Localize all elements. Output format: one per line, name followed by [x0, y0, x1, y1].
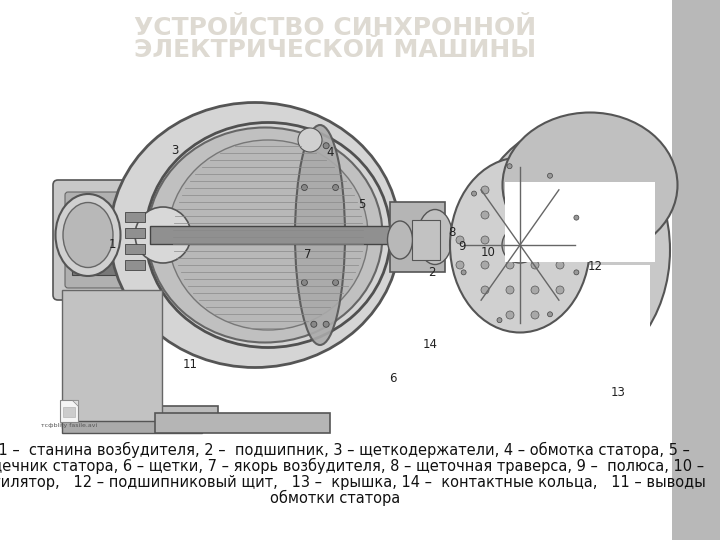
Circle shape [531, 261, 539, 269]
Circle shape [481, 186, 489, 194]
Bar [62, 421, 202, 433]
Circle shape [135, 207, 191, 263]
Circle shape [497, 318, 502, 323]
Circle shape [302, 280, 307, 286]
Text: обмотки статора: обмотки статора [270, 490, 400, 506]
Text: 2: 2 [428, 266, 436, 279]
Text: 6: 6 [390, 372, 397, 384]
Text: 4: 4 [326, 146, 334, 159]
Ellipse shape [55, 194, 120, 276]
Circle shape [506, 186, 514, 194]
Circle shape [298, 128, 322, 152]
Ellipse shape [418, 210, 452, 265]
Bar [63, 407, 75, 417]
Bar [155, 413, 330, 433]
Text: 13: 13 [611, 386, 626, 399]
Circle shape [323, 321, 329, 327]
Circle shape [556, 286, 564, 294]
Circle shape [556, 211, 564, 219]
Circle shape [556, 261, 564, 269]
Polygon shape [72, 400, 78, 406]
Bar [125, 228, 145, 238]
Circle shape [574, 215, 579, 220]
Circle shape [302, 185, 307, 191]
Circle shape [481, 261, 489, 269]
Text: ЭЛЕКТРИЧЕСКОЙ МАШИНЫ: ЭЛЕКТРИЧЕСКОЙ МАШИНЫ [134, 38, 536, 62]
Circle shape [311, 143, 317, 148]
Text: 1: 1 [108, 239, 116, 252]
Circle shape [531, 186, 539, 194]
Circle shape [333, 280, 338, 286]
Circle shape [531, 286, 539, 294]
Ellipse shape [63, 202, 113, 267]
Bar [55, 95, 665, 440]
Text: 12: 12 [588, 260, 603, 273]
Circle shape [507, 164, 512, 168]
Text: 5: 5 [359, 199, 366, 212]
Ellipse shape [450, 158, 590, 333]
Ellipse shape [148, 127, 382, 342]
Bar [470, 265, 650, 385]
Text: УСТРОЙСТВО СИНХРОННОЙ: УСТРОЙСТВО СИНХРОННОЙ [134, 16, 536, 40]
FancyBboxPatch shape [65, 192, 153, 288]
Circle shape [333, 185, 338, 191]
Text: 9: 9 [458, 240, 466, 253]
Circle shape [506, 236, 514, 244]
Bar [62, 290, 162, 428]
Bar [480, 229, 570, 242]
Bar [412, 220, 440, 260]
Circle shape [506, 286, 514, 294]
Ellipse shape [387, 221, 413, 259]
Bar [672, 0, 720, 540]
Circle shape [547, 173, 552, 178]
Circle shape [506, 311, 514, 319]
Circle shape [481, 211, 489, 219]
Bar [390, 202, 445, 272]
Ellipse shape [503, 112, 678, 258]
Text: 10: 10 [480, 246, 495, 260]
Ellipse shape [168, 140, 368, 330]
Bar [150, 226, 480, 244]
Text: тсфblity fasile.avi: тсфblity fasile.avi [41, 423, 97, 429]
Circle shape [556, 236, 564, 244]
Circle shape [456, 261, 464, 269]
Circle shape [502, 227, 538, 263]
Text: вентилятор,   12 – подшипниковый щит,   13 –  крышка, 14 –  контактные кольца,  : вентилятор, 12 – подшипниковый щит, 13 –… [0, 475, 706, 489]
Bar [125, 212, 145, 222]
Bar [60, 400, 78, 422]
Ellipse shape [470, 125, 670, 375]
Circle shape [506, 261, 514, 269]
Circle shape [531, 236, 539, 244]
Text: 8: 8 [449, 226, 456, 239]
Circle shape [311, 321, 317, 327]
Bar [125, 244, 145, 254]
Circle shape [506, 211, 514, 219]
Circle shape [461, 270, 466, 275]
Circle shape [531, 311, 539, 319]
Circle shape [481, 236, 489, 244]
Ellipse shape [110, 103, 400, 368]
Text: 11: 11 [182, 359, 197, 372]
Circle shape [531, 211, 539, 219]
Text: 3: 3 [171, 144, 179, 157]
Bar [72, 210, 122, 275]
Circle shape [481, 286, 489, 294]
Circle shape [323, 143, 329, 148]
Circle shape [556, 186, 564, 194]
Bar [88, 406, 218, 428]
Circle shape [456, 236, 464, 244]
Text: 1 –  станина возбудителя, 2 –  подшипник, 3 – щеткодержатели, 4 – обмотка статор: 1 – станина возбудителя, 2 – подшипник, … [0, 442, 690, 458]
Circle shape [574, 270, 579, 275]
Text: 14: 14 [423, 338, 438, 350]
Bar [505, 182, 655, 262]
Circle shape [547, 312, 552, 317]
Circle shape [472, 191, 477, 196]
Ellipse shape [295, 125, 345, 345]
Text: 7: 7 [305, 248, 312, 261]
Text: сердечник статора, 6 – щетки, 7 – якорь возбудителя, 8 – щеточная траверса, 9 – : сердечник статора, 6 – щетки, 7 – якорь … [0, 458, 704, 474]
FancyBboxPatch shape [53, 180, 168, 300]
Bar [125, 260, 145, 270]
